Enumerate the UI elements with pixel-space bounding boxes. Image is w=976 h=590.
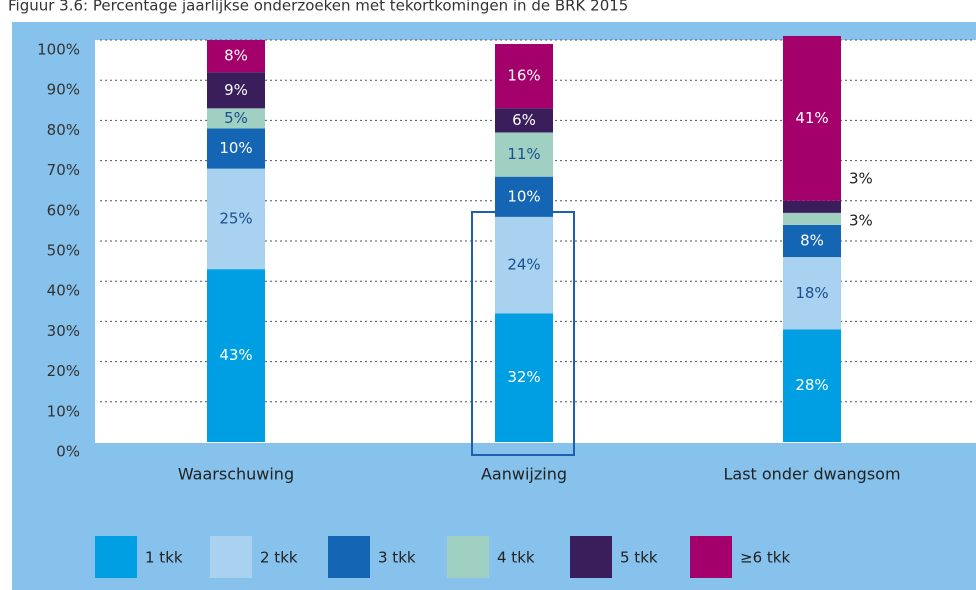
legend-label: 2 tkk [260, 549, 298, 567]
value-label: 43% [219, 346, 252, 364]
x-tick-label: Last onder dwangsom [723, 465, 900, 484]
value-label: 5% [224, 109, 248, 127]
legend-label: 5 tkk [620, 549, 658, 567]
bar-segment [495, 216, 553, 314]
y-tick-label: 40% [47, 282, 80, 300]
bar-segment [495, 313, 553, 442]
bar-segment [783, 212, 841, 225]
bar-segment [495, 108, 553, 133]
y-tick-label: 90% [47, 81, 80, 99]
legend-label: ≥6 tkk [740, 549, 790, 567]
bar-segment [207, 128, 265, 169]
bar-segment [495, 44, 553, 109]
value-label: 9% [224, 81, 248, 99]
value-label: 18% [795, 284, 828, 302]
bar-segment [207, 40, 265, 73]
bar-segment [207, 168, 265, 270]
bar-segment [783, 35, 841, 201]
bar-segment [783, 200, 841, 213]
value-label: 3% [849, 169, 873, 187]
value-label: 3% [849, 211, 873, 229]
legend-swatch [210, 536, 252, 578]
value-label: 24% [507, 256, 540, 274]
y-tick-label: 50% [47, 242, 80, 260]
y-tick-label: 10% [47, 402, 80, 420]
bar-segment [207, 108, 265, 129]
value-label: 32% [507, 368, 540, 386]
value-label: 8% [224, 47, 248, 65]
bar-segment [495, 176, 553, 217]
legend-swatch [328, 536, 370, 578]
y-tick-label: 80% [47, 121, 80, 139]
bar-segment [783, 257, 841, 330]
value-label: 28% [795, 376, 828, 394]
y-tick-label: 60% [47, 201, 80, 219]
value-label: 10% [219, 139, 252, 157]
y-tick-label: 70% [47, 161, 80, 179]
chart-title: Figuur 3.6: Percentage jaarlijkse onderz… [8, 0, 628, 15]
y-tick-label: 0% [56, 443, 80, 461]
legend-swatch [447, 536, 489, 578]
legend-swatch [95, 536, 137, 578]
bar-segment [207, 269, 265, 442]
legend-label: 4 tkk [497, 549, 535, 567]
y-tick-label: 30% [47, 322, 80, 340]
x-tick-label: Waarschuwing [178, 465, 294, 484]
legend-swatch [690, 536, 732, 578]
value-label: 6% [512, 111, 536, 129]
legend-label: 1 tkk [145, 549, 183, 567]
bar-segment [783, 329, 841, 442]
x-tick-label: Aanwijzing [481, 465, 567, 484]
bar-segment [783, 224, 841, 258]
y-tick-label: 100% [37, 41, 80, 59]
bar-segment [207, 72, 265, 109]
value-label: 8% [800, 232, 824, 250]
value-label: 16% [507, 67, 540, 85]
y-tick-label: 20% [47, 362, 80, 380]
value-label: 41% [795, 109, 828, 127]
bar-segment [495, 132, 553, 177]
value-label: 10% [507, 187, 540, 205]
value-label: 25% [219, 209, 252, 227]
value-label: 11% [507, 145, 540, 163]
legend-label: 3 tkk [378, 549, 416, 567]
legend-swatch [570, 536, 612, 578]
